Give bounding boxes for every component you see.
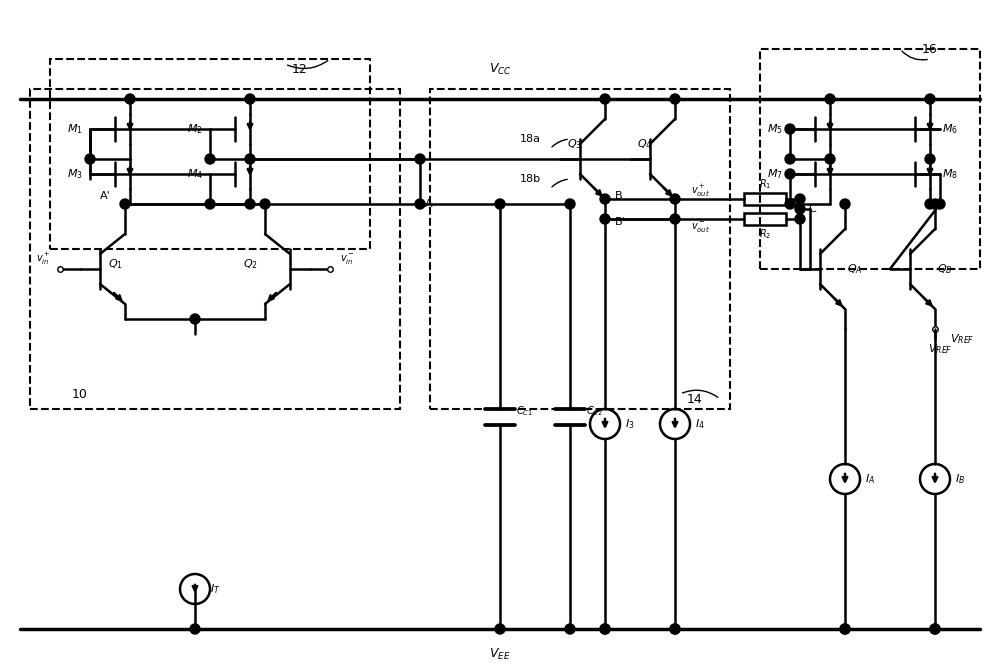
Circle shape — [495, 624, 505, 634]
Circle shape — [825, 154, 835, 164]
Text: $R_2$: $R_2$ — [759, 227, 771, 241]
Circle shape — [785, 154, 795, 164]
Circle shape — [245, 199, 255, 209]
Circle shape — [260, 199, 270, 209]
Circle shape — [795, 194, 805, 204]
Text: $M_3$: $M_3$ — [67, 167, 83, 181]
Circle shape — [840, 199, 850, 209]
Text: B': B' — [615, 217, 626, 227]
Text: 18a: 18a — [520, 134, 540, 144]
Circle shape — [600, 214, 610, 224]
Text: $C_{C1}$: $C_{C1}$ — [516, 405, 534, 418]
Circle shape — [785, 124, 795, 134]
Text: $I_3$: $I_3$ — [625, 417, 635, 431]
Bar — [744, 213, 786, 225]
Circle shape — [670, 624, 680, 634]
Circle shape — [205, 199, 215, 209]
Text: 10: 10 — [72, 387, 88, 401]
Text: $I_B$: $I_B$ — [955, 472, 965, 486]
Text: $I_T$: $I_T$ — [210, 582, 220, 596]
Text: $v_{in}^-$: $v_{in}^-$ — [340, 252, 355, 266]
Text: $v_{out}^-$: $v_{out}^-$ — [691, 220, 710, 234]
Text: $M_8$: $M_8$ — [942, 167, 958, 181]
Text: 18b: 18b — [519, 174, 541, 184]
Circle shape — [495, 199, 505, 209]
Circle shape — [670, 94, 680, 104]
Text: 12: 12 — [292, 62, 308, 76]
Circle shape — [600, 94, 610, 104]
Text: $M_1$: $M_1$ — [67, 122, 83, 136]
Circle shape — [600, 194, 610, 204]
Text: $M_6$: $M_6$ — [942, 122, 958, 136]
Text: $Q_2$: $Q_2$ — [243, 257, 257, 271]
Circle shape — [795, 204, 805, 214]
Circle shape — [245, 94, 255, 104]
Text: $M_2$: $M_2$ — [187, 122, 203, 136]
Text: $v_{in}^+$: $v_{in}^+$ — [36, 251, 50, 267]
Circle shape — [785, 169, 795, 179]
Text: $Q_4$: $Q_4$ — [637, 137, 653, 151]
Circle shape — [925, 154, 935, 164]
Circle shape — [840, 624, 850, 634]
Text: $V_{REF}$: $V_{REF}$ — [928, 342, 952, 356]
Circle shape — [600, 624, 610, 634]
Circle shape — [935, 199, 945, 209]
Circle shape — [670, 624, 680, 634]
Circle shape — [930, 199, 940, 209]
Text: $M_7$: $M_7$ — [767, 167, 783, 181]
Circle shape — [125, 94, 135, 104]
Text: $Q_A$: $Q_A$ — [847, 262, 863, 276]
Circle shape — [190, 624, 200, 634]
Text: 14: 14 — [687, 393, 703, 405]
Bar — [744, 193, 786, 205]
Circle shape — [825, 94, 835, 104]
Circle shape — [600, 624, 610, 634]
Circle shape — [670, 194, 680, 204]
Circle shape — [565, 199, 575, 209]
Text: $Q_1$: $Q_1$ — [108, 257, 122, 271]
Text: $I_4$: $I_4$ — [695, 417, 705, 431]
Text: $Q_B$: $Q_B$ — [937, 262, 953, 276]
Text: $R_1$: $R_1$ — [759, 177, 771, 191]
Circle shape — [245, 154, 255, 164]
Text: $M_5$: $M_5$ — [767, 122, 783, 136]
Circle shape — [85, 154, 95, 164]
Circle shape — [120, 199, 130, 209]
Text: $C_{C2}$: $C_{C2}$ — [586, 405, 604, 418]
Text: $V_{EE}$: $V_{EE}$ — [489, 646, 511, 662]
Circle shape — [565, 624, 575, 634]
Text: $I_A$: $I_A$ — [865, 472, 875, 486]
Text: 16: 16 — [922, 43, 938, 56]
Text: A: A — [425, 199, 433, 209]
Text: $V_{REF}$: $V_{REF}$ — [950, 332, 974, 346]
Circle shape — [415, 154, 425, 164]
Text: $V_{CC}$: $V_{CC}$ — [489, 62, 511, 76]
Text: B: B — [615, 191, 623, 201]
Circle shape — [670, 214, 680, 224]
Text: C: C — [808, 204, 816, 214]
Circle shape — [190, 314, 200, 324]
Text: $M_4$: $M_4$ — [187, 167, 203, 181]
Circle shape — [415, 199, 425, 209]
Circle shape — [930, 624, 940, 634]
Circle shape — [840, 624, 850, 634]
Text: $Q_3$: $Q_3$ — [567, 137, 583, 151]
Text: A': A' — [100, 191, 110, 201]
Circle shape — [925, 199, 935, 209]
Text: $v_{out}^+$: $v_{out}^+$ — [691, 183, 710, 199]
Circle shape — [795, 214, 805, 224]
Circle shape — [205, 154, 215, 164]
Circle shape — [930, 624, 940, 634]
Circle shape — [925, 94, 935, 104]
Circle shape — [785, 199, 795, 209]
